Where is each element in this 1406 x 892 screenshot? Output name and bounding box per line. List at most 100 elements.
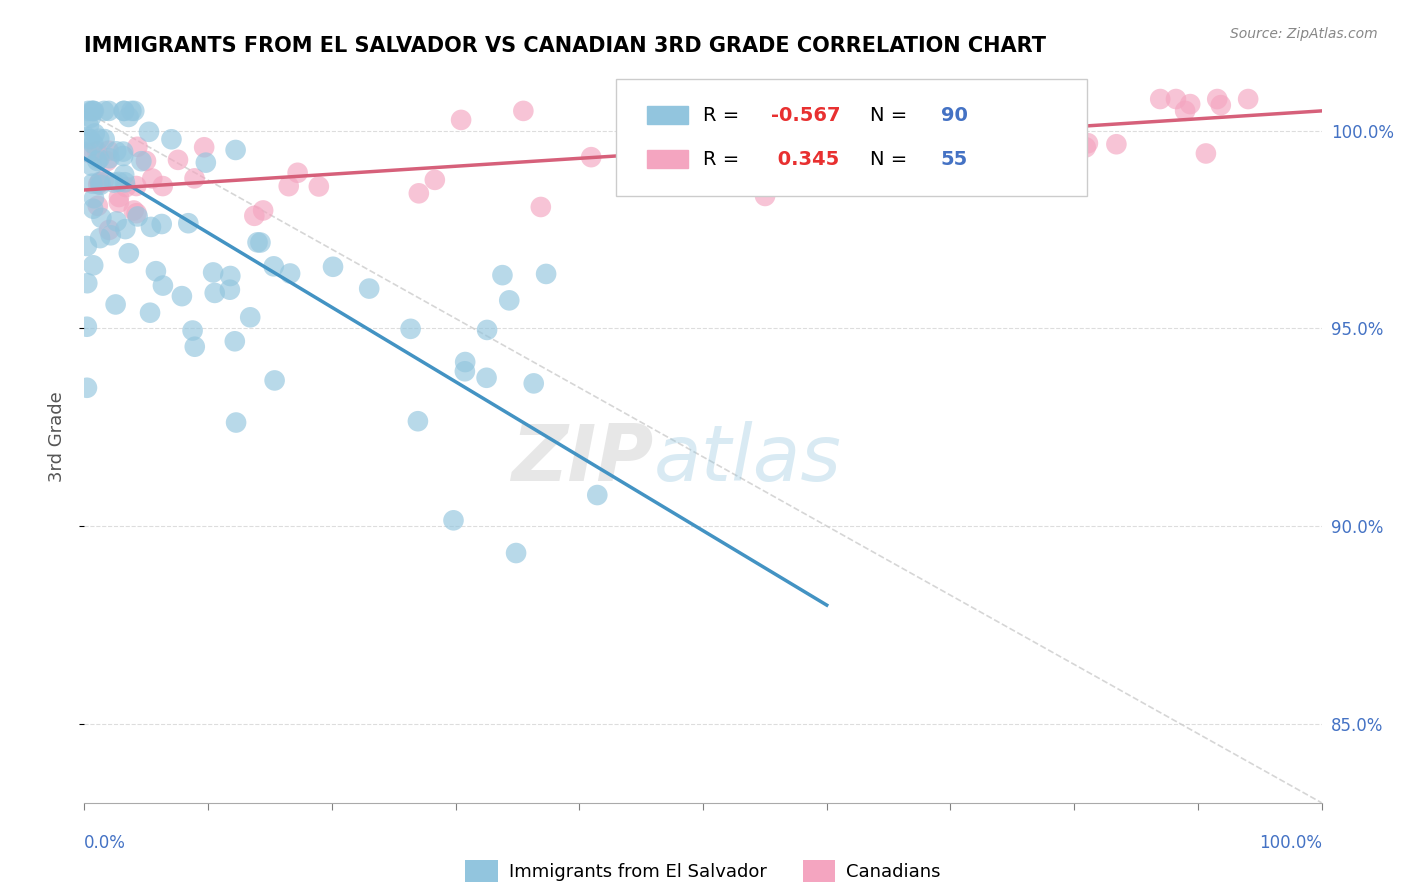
Point [1164,92,1187,106]
Point [83,191,105,205]
Point [80,103,103,118]
Point [252,203,274,218]
Point [160,132,183,146]
Point [167,153,190,167]
Point [100,228,122,243]
Point [89,176,111,190]
Point [90,211,112,225]
Point [194,155,217,169]
Point [83,103,105,118]
Point [450,112,472,127]
Point [127,210,149,224]
Text: 0.345: 0.345 [770,150,839,169]
Point [138,125,160,139]
Point [82,136,104,151]
Text: 55: 55 [941,150,967,169]
Point [579,150,602,164]
Point [246,235,269,250]
Point [82,177,104,191]
Point [278,267,301,281]
Point [131,154,153,169]
Y-axis label: 3rd Grade: 3rd Grade [48,392,66,483]
Point [799,126,821,140]
Point [98,151,121,165]
Point [225,416,247,430]
Point [108,195,131,210]
Point [89,132,111,146]
Point [322,260,344,274]
Text: N =: N = [870,150,914,169]
Point [104,297,127,311]
Text: R =: R = [703,106,745,125]
Text: ZIP: ZIP [512,421,654,497]
Point [204,285,226,300]
Text: Source: ZipAtlas.com: Source: ZipAtlas.com [1230,27,1378,41]
Point [76,239,98,253]
Point [97,144,120,158]
Point [152,278,174,293]
Point [108,190,131,204]
Point [454,364,477,378]
Point [219,268,242,283]
Text: IMMIGRANTS FROM EL SALVADOR VS CANADIAN 3RD GRADE CORRELATION CHART: IMMIGRANTS FROM EL SALVADOR VS CANADIAN … [84,36,1046,55]
Point [93,132,115,146]
Point [98,223,121,237]
Point [83,127,105,141]
Point [184,340,207,354]
Point [685,93,707,107]
Bar [647,150,688,169]
Point [112,168,135,182]
Point [139,306,162,320]
Text: 100.0%: 100.0% [1258,834,1322,852]
Point [77,119,100,133]
Point [530,200,553,214]
Point [97,103,120,118]
Point [523,376,546,391]
Point [150,217,173,231]
Point [152,179,174,194]
Point [454,355,477,369]
Point [125,206,148,220]
Point [202,265,225,279]
Point [243,209,266,223]
Point [586,488,609,502]
Point [103,176,125,190]
Point [408,186,430,201]
Point [114,175,136,189]
Point [89,175,111,189]
Point [76,145,98,159]
Point [423,173,446,187]
Point [90,178,112,192]
Point [107,175,129,189]
Point [512,103,534,118]
Point [82,103,104,118]
Point [894,137,917,152]
Point [122,203,145,218]
Text: atlas: atlas [654,421,841,497]
Point [177,216,200,230]
Point [498,293,520,308]
Point [86,144,108,158]
Point [76,276,98,290]
Point [893,175,915,189]
Point [1074,140,1097,154]
Point [118,246,141,260]
Point [754,189,776,203]
Point [1105,137,1128,152]
Point [120,103,142,118]
Point [249,235,271,250]
Point [1237,92,1260,106]
Point [80,159,103,173]
FancyBboxPatch shape [616,78,1087,195]
Point [655,136,678,150]
Point [1077,136,1099,151]
Point [77,145,100,160]
Bar [647,106,688,124]
Point [1178,97,1201,112]
Point [263,373,285,387]
Point [127,140,149,154]
Legend: Immigrants from El Salvador, Canadians: Immigrants from El Salvador, Canadians [458,853,948,888]
Text: R =: R = [703,150,745,169]
Point [112,103,135,118]
Point [505,546,527,560]
